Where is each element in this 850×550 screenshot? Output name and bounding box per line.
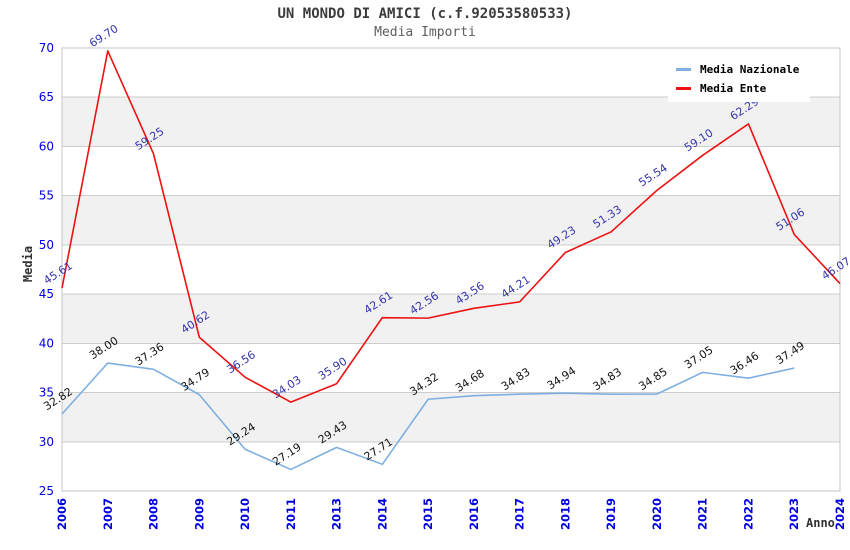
data-label: 34.83: [591, 365, 624, 393]
plot-band: [62, 294, 840, 344]
x-tick-label: 2008: [147, 498, 161, 530]
data-label: 34.85: [636, 365, 669, 393]
x-tick-label: 2019: [604, 498, 618, 530]
x-tick-label: 2016: [467, 498, 481, 530]
x-tick-label: 2009: [192, 498, 206, 530]
chart-legend: Media Nazionale Media Ente: [668, 56, 810, 102]
y-tick-label: 50: [39, 238, 54, 252]
x-tick-label: 2011: [284, 498, 298, 530]
series-line-media-ente: [61, 50, 841, 403]
x-tick-label: 2020: [650, 498, 664, 530]
legend-label: Media Nazionale: [700, 63, 800, 76]
y-tick-label: 65: [39, 90, 54, 104]
x-tick-label: 2006: [55, 498, 69, 530]
x-tick-label: 2007: [101, 498, 115, 530]
data-label: 27.19: [270, 440, 303, 468]
y-tick-label: 55: [39, 189, 54, 203]
x-tick-label: 2015: [421, 498, 435, 530]
chart-subtitle: Media Importi: [374, 25, 476, 40]
x-axis-title: Anno: [806, 516, 835, 530]
y-axis-title: Media: [21, 245, 35, 283]
x-tick-label: 2013: [330, 498, 344, 530]
y-tick-label: 60: [39, 139, 54, 153]
plot-band: [62, 392, 840, 442]
data-label: 36.46: [728, 349, 761, 377]
y-tick-label: 35: [39, 386, 54, 400]
data-label: 45.61: [41, 259, 74, 287]
legend-item-media-ente: Media Ente: [676, 82, 804, 95]
data-label: 34.68: [453, 367, 486, 395]
x-tick-label: 2010: [238, 498, 252, 530]
data-label: 35.90: [316, 355, 349, 383]
x-tick-label: 2024: [833, 498, 847, 530]
x-tick-label: 2021: [696, 498, 710, 530]
series-line-media-nazionale: [61, 362, 795, 471]
data-label: 34.79: [179, 366, 212, 394]
plot-border: [61, 47, 841, 492]
legend-label: Media Ente: [700, 82, 767, 95]
x-tick-label: 2014: [375, 498, 389, 530]
x-tick-label: 2017: [513, 498, 527, 530]
x-tick-label: 2023: [787, 498, 801, 530]
data-label: 37.36: [133, 340, 166, 368]
y-tick-label: 25: [39, 484, 54, 498]
y-tick-label: 40: [39, 336, 54, 350]
y-tick-label: 45: [39, 287, 54, 301]
plot-band: [62, 97, 840, 147]
legend-line-marker-ente: [676, 87, 691, 90]
y-tick-label: 70: [39, 41, 54, 55]
data-label: 37.05: [682, 343, 715, 371]
data-label: 34.83: [499, 365, 532, 393]
legend-line-marker-nazionale: [676, 68, 691, 71]
y-tick-label: 30: [39, 435, 54, 449]
legend-item-media-nazionale: Media Nazionale: [676, 63, 804, 76]
plot-band: [62, 195, 840, 245]
data-label: 36.56: [224, 348, 257, 376]
x-tick-label: 2018: [558, 498, 572, 530]
x-tick-label: 2022: [741, 498, 755, 530]
data-label: 34.94: [545, 364, 578, 392]
